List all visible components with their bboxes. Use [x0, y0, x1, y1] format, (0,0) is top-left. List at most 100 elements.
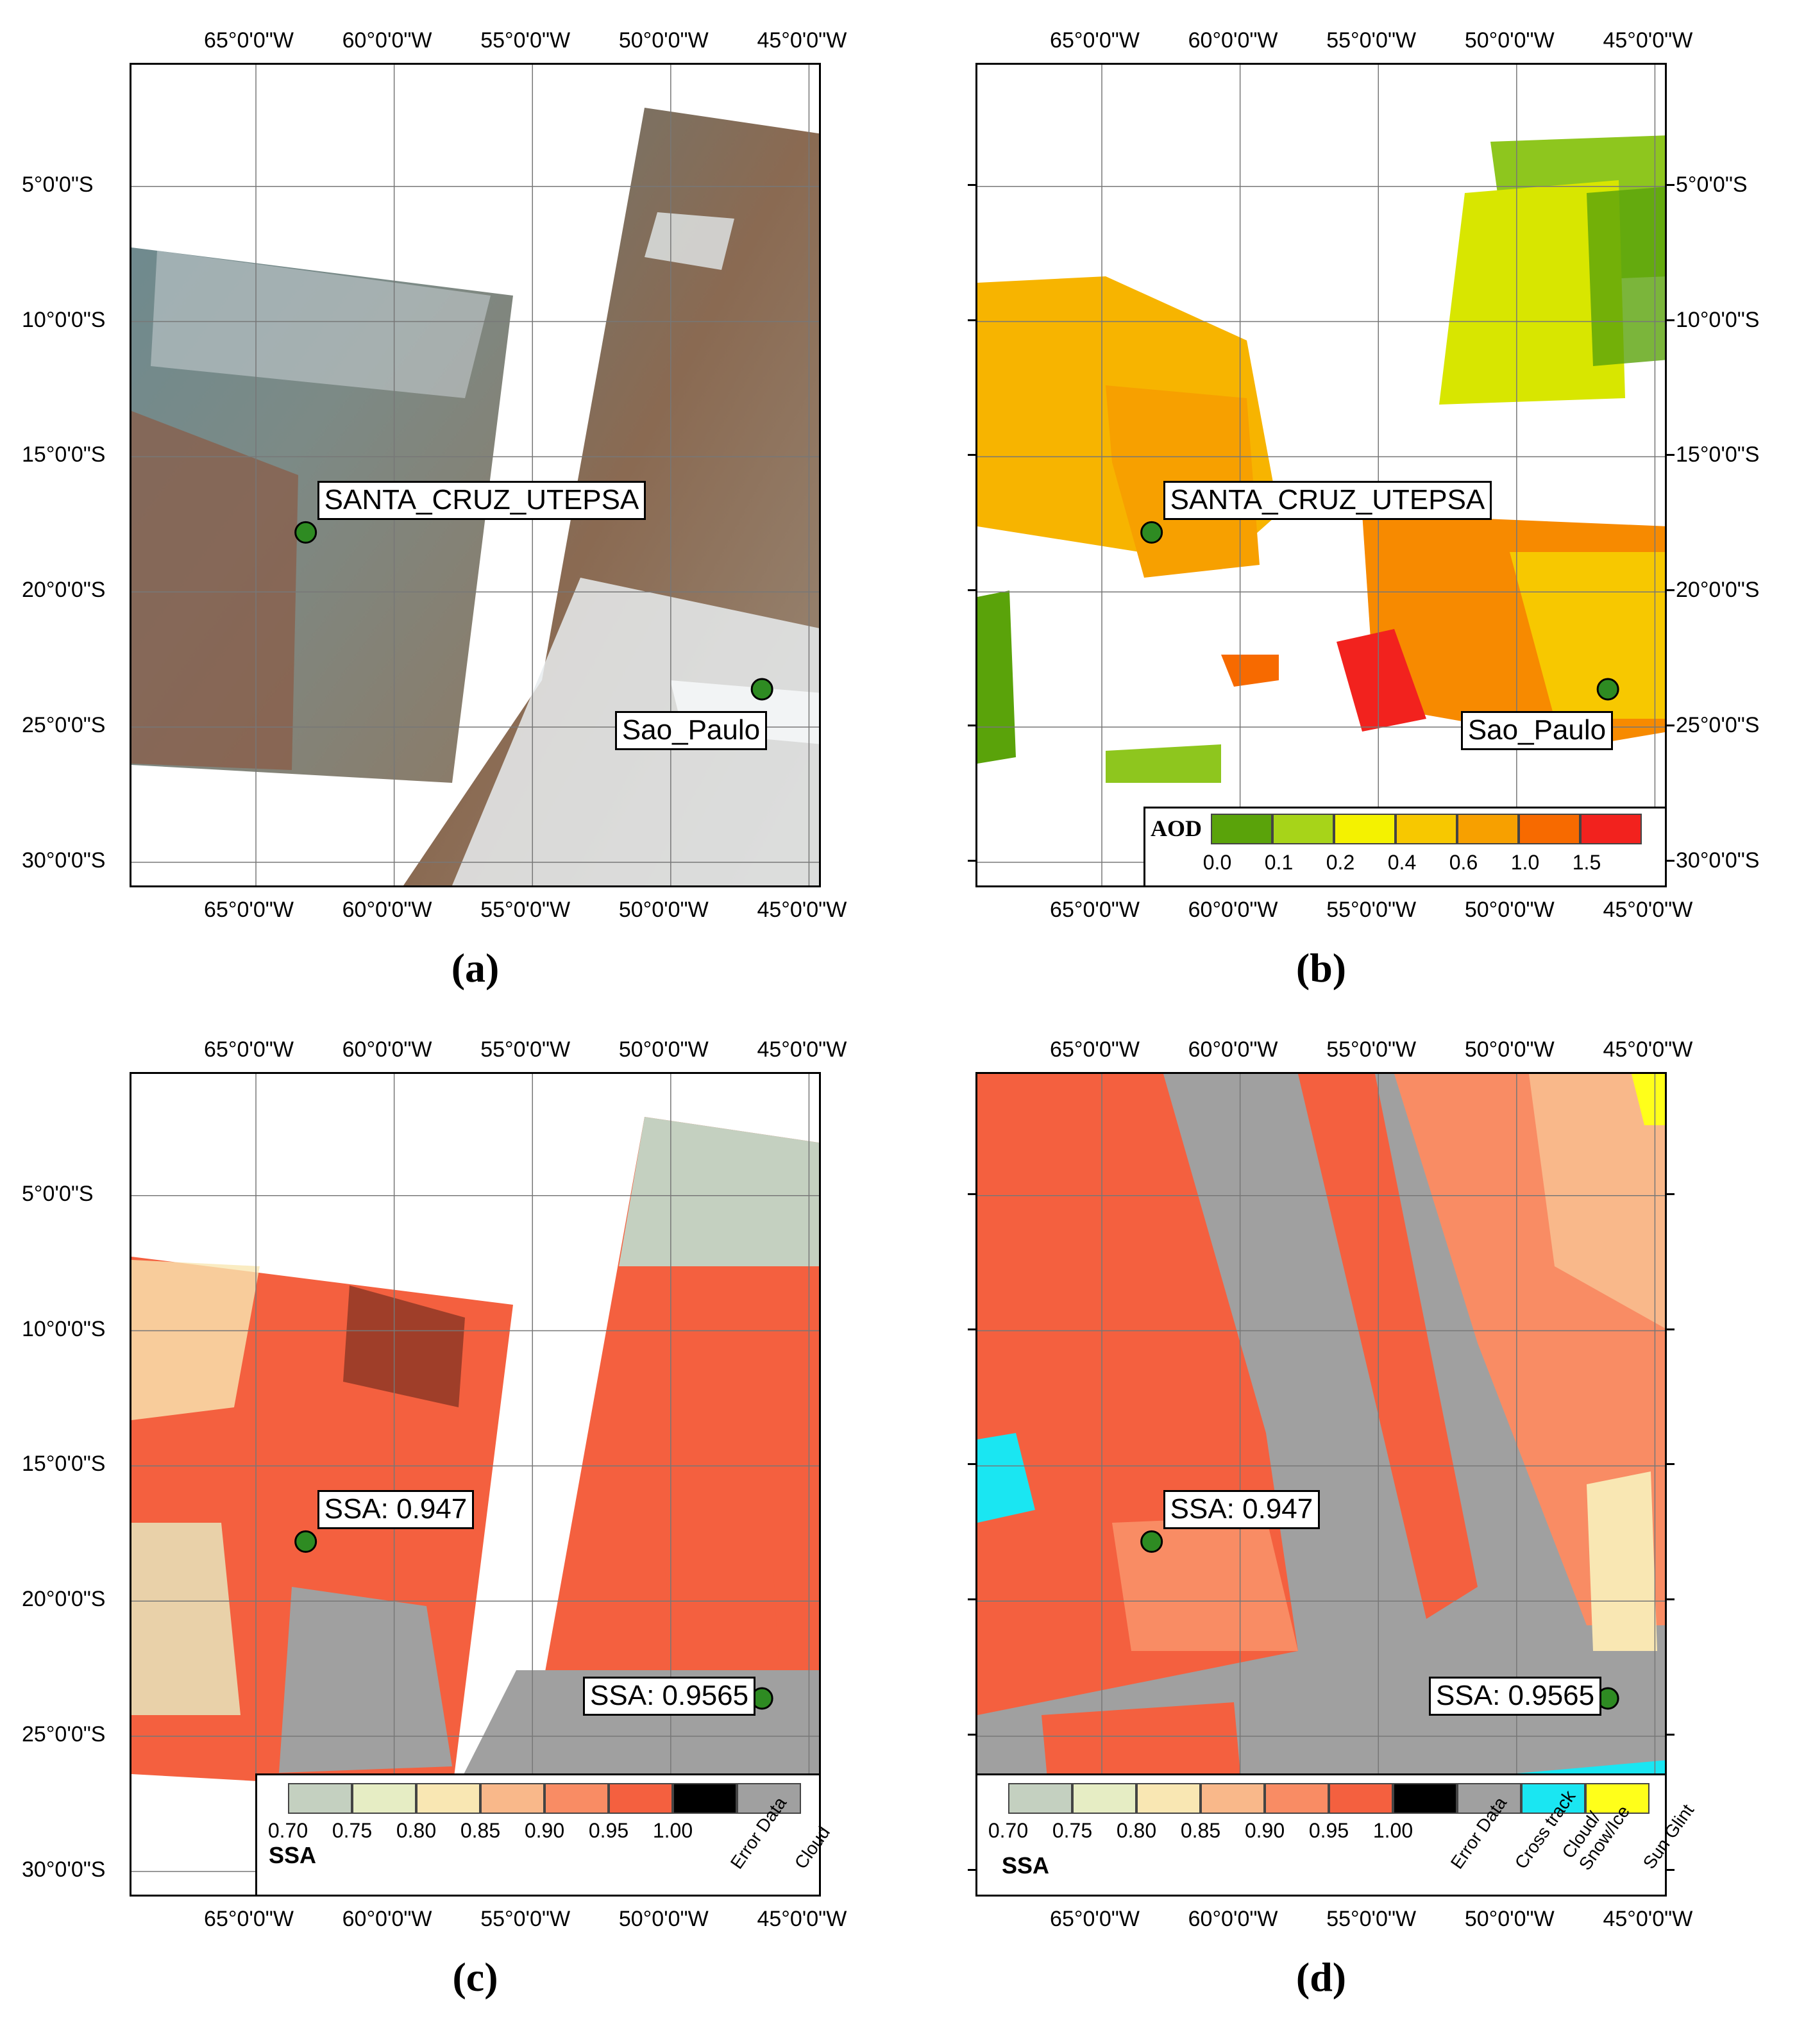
- lon-tick-label-top: 45°0'0"W: [757, 28, 847, 53]
- legend-tick-label: 0.70: [988, 1819, 1029, 1842]
- lat-tick-label: 5°0'0"S: [1676, 172, 1748, 197]
- lat-tick-mark: [968, 1868, 977, 1871]
- site-label: SSA: 0.947: [317, 1490, 475, 1530]
- lat-tick-mark: [1666, 725, 1675, 727]
- legend-swatch: [1334, 814, 1396, 844]
- map-frame-a: SANTA_CRUZ_UTEPSA Sao_Paulo: [130, 63, 821, 887]
- lat-tick-mark: [968, 183, 977, 186]
- lat-tick-mark: [1666, 319, 1675, 321]
- lat-tick-mark: [1666, 183, 1675, 186]
- panel-caption: (d): [1295, 1954, 1347, 2000]
- legend-tick-label: 1.00: [652, 1819, 693, 1842]
- site-marker[interactable]: [1140, 1530, 1163, 1553]
- lat-tick-mark: [1666, 1328, 1675, 1330]
- lat-tick-mark: [1666, 1193, 1675, 1195]
- legend-tick-label: 0.1: [1264, 851, 1294, 874]
- lat-tick-label: 5°0'0"S: [22, 172, 94, 197]
- graticule-d: [977, 1074, 1665, 1895]
- lat-tick-mark: [968, 1463, 977, 1466]
- lat-tick-label: 5°0'0"S: [22, 1181, 94, 1206]
- site-marker[interactable]: [294, 1530, 317, 1553]
- legend-swatch: [1211, 814, 1272, 844]
- legend-category-label: Cloud: [790, 1822, 834, 1873]
- lon-tick-label-top: 60°0'0"W: [342, 1037, 432, 1062]
- lon-tick-label-bottom: 55°0'0"W: [480, 898, 571, 922]
- site-label: SANTA_CRUZ_UTEPSA: [317, 481, 646, 521]
- legend-swatch: [1008, 1783, 1072, 1814]
- lon-tick-label-top: 55°0'0"W: [480, 1037, 571, 1062]
- lat-tick-mark: [1666, 1734, 1675, 1736]
- lon-tick-label-bottom: 50°0'0"W: [618, 898, 709, 922]
- lon-tick-label-bottom: 60°0'0"W: [342, 1907, 432, 1931]
- site-marker[interactable]: [1596, 678, 1619, 701]
- legend-tick-label: 0.0: [1202, 851, 1232, 874]
- lat-tick-mark: [1666, 1868, 1675, 1871]
- legend-swatch: [544, 1783, 609, 1814]
- site-label: Sao_Paulo: [1460, 710, 1614, 750]
- lat-tick-label: 10°0'0"S: [22, 1316, 106, 1341]
- site-marker[interactable]: [294, 521, 317, 544]
- legend-swatch: [1201, 1783, 1265, 1814]
- lat-tick-label: 25°0'0"S: [22, 1722, 106, 1747]
- lon-tick-label-top: 65°0'0"W: [1050, 1037, 1140, 1062]
- legend-tick-label: 0.6: [1449, 851, 1478, 874]
- aod-image-b: [977, 135, 1665, 783]
- lat-tick-mark: [968, 319, 977, 321]
- site-marker[interactable]: [750, 678, 773, 701]
- legend-swatch: [1072, 1783, 1136, 1814]
- legend-swatch: [1585, 1783, 1649, 1814]
- lat-tick-label: 15°0'0"S: [22, 442, 106, 467]
- lon-tick-label-bottom: 60°0'0"W: [1188, 1907, 1278, 1931]
- legend-swatch: [1265, 1783, 1329, 1814]
- lat-tick-mark: [968, 454, 977, 457]
- graticule-b: [977, 65, 1665, 885]
- lon-tick-label-bottom: 50°0'0"W: [618, 1907, 709, 1931]
- graticule-a: [131, 65, 819, 885]
- lon-tick-label-top: 45°0'0"W: [1603, 28, 1693, 53]
- lon-tick-label-top: 60°0'0"W: [342, 28, 432, 53]
- map-frame-c: SSA: 0.947 SSA: 0.9565: [130, 1072, 821, 1897]
- panel-c: SSA: 0.947 SSA: 0.9565 65°0'0"W 65°0'0"W 60…: [0, 1022, 898, 2044]
- lon-tick-label-bottom: 45°0'0"W: [757, 898, 847, 922]
- lat-tick-label: 20°0'0"S: [22, 1587, 106, 1612]
- lon-tick-label-top: 50°0'0"W: [618, 1037, 709, 1062]
- legend-swatch: [480, 1783, 544, 1814]
- lon-tick-label-bottom: 45°0'0"W: [1603, 1907, 1693, 1931]
- legend-swatch: [1329, 1783, 1393, 1814]
- legend-tick-label: 1.00: [1372, 1819, 1413, 1842]
- legend-swatch: [352, 1783, 416, 1814]
- lat-tick-label: 30°0'0"S: [1676, 848, 1760, 873]
- lon-tick-label-bottom: 65°0'0"W: [204, 1907, 294, 1931]
- legend-swatch: [1457, 814, 1519, 844]
- graticule-c: [131, 1074, 819, 1895]
- map-frame-d: SSA: 0.947 SSA: 0.9565: [975, 1072, 1667, 1897]
- panel-caption: (b): [1295, 945, 1347, 991]
- legend-swatch: [737, 1783, 801, 1814]
- legend-tick-label: 0.70: [267, 1819, 308, 1842]
- lon-tick-label-top: 45°0'0"W: [757, 1037, 847, 1062]
- legend-swatch: [1272, 814, 1334, 844]
- legend-swatch: [1393, 1783, 1457, 1814]
- legend-tick-label: 0.90: [524, 1819, 565, 1842]
- lon-tick-label-top: 50°0'0"W: [1464, 1037, 1555, 1062]
- lon-tick-label-bottom: 60°0'0"W: [1188, 898, 1278, 922]
- lon-tick-label-bottom: 55°0'0"W: [1326, 1907, 1417, 1931]
- legend-swatch: [1136, 1783, 1201, 1814]
- lon-tick-label-bottom: 55°0'0"W: [1326, 898, 1417, 922]
- legend-tick-label: 1.0: [1510, 851, 1540, 874]
- lon-tick-label-top: 55°0'0"W: [1326, 1037, 1417, 1062]
- lat-tick-mark: [1666, 1598, 1675, 1601]
- lat-tick-mark: [1666, 589, 1675, 592]
- panel-caption: (c): [452, 1954, 498, 2000]
- site-label: SSA: 0.9565: [583, 1676, 756, 1716]
- site-marker[interactable]: [1140, 521, 1163, 544]
- lon-tick-label-top: 55°0'0"W: [480, 28, 571, 53]
- site-label: SSA: 0.9565: [1429, 1676, 1602, 1716]
- lon-tick-label-top: 65°0'0"W: [1050, 28, 1140, 53]
- lon-tick-label-top: 60°0'0"W: [1188, 1037, 1278, 1062]
- legend-swatch: [1580, 814, 1642, 844]
- lon-tick-label-bottom: 60°0'0"W: [342, 898, 432, 922]
- lat-tick-label: 20°0'0"S: [1676, 578, 1760, 603]
- panel-a: SANTA_CRUZ_UTEPSA Sao_Paulo 65°0'0"W 65°0'…: [0, 0, 898, 1022]
- site-label: SANTA_CRUZ_UTEPSA: [1163, 481, 1492, 521]
